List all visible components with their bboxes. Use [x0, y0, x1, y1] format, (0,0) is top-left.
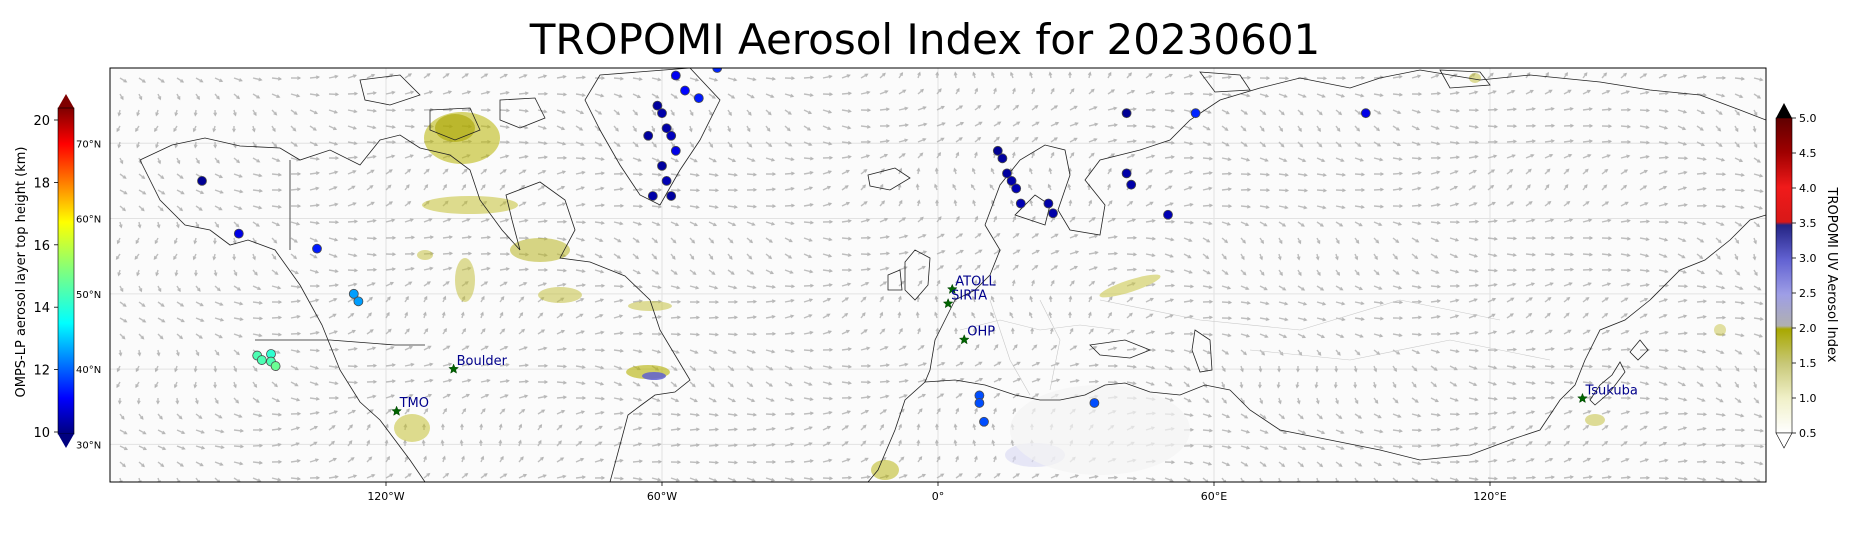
site-label: Boulder — [457, 354, 508, 369]
omps-point — [197, 176, 207, 186]
left-colorbar-extend-min — [58, 434, 74, 448]
site-marker — [942, 297, 954, 309]
lat-tick-label: 50°N — [76, 290, 101, 301]
left-colorbar-label: OMPS-LP aerosol layer top height (km) — [14, 147, 29, 398]
right-colorbar: 0.5 1.0 1.5 2.0 2.5 3.0 3.5 4.0 4.5 5.0 TROPOMI U… — [1775, 103, 1839, 449]
right-colorbar-tick: 4.5 — [1799, 147, 1817, 160]
right-colorbar-extend-max — [1776, 103, 1792, 118]
omps-point — [661, 176, 672, 186]
lon-tick-label: 0° — [932, 490, 945, 503]
omps-point — [1043, 198, 1054, 209]
omps-point — [666, 130, 677, 141]
lat-tick-label: 40°N — [76, 365, 101, 376]
site-marker — [958, 334, 970, 345]
lon-tick-label: 60°E — [1201, 490, 1227, 503]
right-colorbar-tick: 1.5 — [1799, 357, 1817, 370]
lon-tick-label: 60°W — [647, 490, 677, 503]
right-colorbar-tick: 4.0 — [1799, 182, 1817, 195]
omps-point — [657, 108, 667, 119]
site-label: TMO — [399, 396, 429, 411]
omps-point — [1126, 179, 1137, 190]
omps-point — [670, 145, 681, 156]
omps-point — [1163, 209, 1173, 220]
omps-point — [256, 355, 267, 365]
left-colorbar-tick: 14 — [33, 301, 50, 316]
left-colorbar-tick: 10 — [33, 426, 50, 441]
aerosol-index-field — [394, 73, 1726, 480]
right-colorbar-tick: 2.0 — [1799, 322, 1817, 335]
omps-point — [652, 100, 663, 111]
omps-point — [1002, 168, 1012, 179]
right-colorbar-label: TROPOMI UV Aerosol Index — [1824, 187, 1839, 363]
site-label: Tsukuba — [1584, 383, 1637, 398]
site-marker — [946, 283, 958, 294]
omps-point — [647, 191, 658, 201]
omps-point — [643, 130, 654, 141]
left-colorbar-bar — [57, 107, 75, 435]
left-colorbar-tick: 16 — [33, 239, 50, 254]
omps-point — [657, 160, 667, 171]
left-colorbar-tick: 20 — [33, 114, 50, 129]
site-label: OHP — [967, 325, 995, 340]
omps-point — [693, 93, 704, 104]
right-colorbar-bar — [1775, 117, 1793, 434]
right-colorbar-tick: 1.0 — [1799, 392, 1817, 405]
omps-point — [1015, 198, 1026, 209]
left-colorbar-tick: 18 — [33, 176, 50, 191]
omps-point — [712, 68, 723, 73]
lat-tick-label: 60°N — [76, 215, 101, 226]
omps-point — [270, 361, 281, 371]
country-borders — [959, 299, 1551, 396]
omps-point — [666, 191, 677, 201]
omps-point — [348, 288, 359, 299]
omps-point — [661, 123, 672, 134]
omps-point — [1360, 108, 1371, 119]
omps-point — [997, 153, 1008, 164]
left-colorbar-extend-max — [58, 94, 74, 108]
lat-tick-label: 70°N — [76, 139, 101, 150]
omps-point — [992, 145, 1003, 156]
omps-point — [979, 416, 989, 427]
omps-point — [312, 243, 322, 254]
omps-point — [680, 85, 690, 96]
site-label: SIRTA — [951, 289, 987, 304]
right-colorbar-tick: 0.5 — [1799, 427, 1817, 440]
omps-point — [974, 398, 985, 408]
omps-point — [233, 228, 244, 239]
lat-tick-label: 30°N — [76, 440, 101, 451]
omps-point — [1006, 176, 1017, 186]
site-marker — [1577, 392, 1588, 404]
wind-vectors — [115, 71, 1765, 482]
right-colorbar-tick: 5.0 — [1799, 112, 1817, 125]
right-colorbar-tick: 3.5 — [1799, 217, 1817, 230]
right-colorbar-tick: 2.5 — [1799, 287, 1817, 300]
lon-tick-label: 120°W — [367, 490, 404, 503]
coastlines — [139, 68, 1766, 482]
site-marker — [448, 363, 460, 374]
omps-point — [1121, 108, 1132, 119]
omps-point — [1048, 208, 1058, 219]
right-colorbar-tick: 3.0 — [1799, 252, 1817, 265]
right-colorbar-extend-min — [1775, 432, 1793, 449]
omps-point — [1011, 183, 1022, 194]
left-colorbar: 10 12 14 16 18 20 30°N 40°N 50°N 60°N 70°N OMPS-L… — [14, 94, 101, 451]
omps-point — [1089, 398, 1100, 408]
left-colorbar-tick: 12 — [33, 364, 50, 379]
omps-point — [670, 70, 681, 81]
omps-point — [353, 296, 364, 307]
map-title: TROPOMI Aerosol Index for 20230601 — [529, 15, 1321, 64]
lon-tick-label: 120°E — [1473, 490, 1506, 503]
omps-point — [1190, 108, 1201, 119]
omps-point — [1121, 168, 1132, 179]
omps-lp-points — [197, 68, 1371, 427]
site-marker — [391, 405, 402, 416]
site-label: ATOLL — [955, 274, 996, 289]
longitude-ticks: 120°W 60°W 0° 60°E 120°E — [367, 482, 1507, 503]
